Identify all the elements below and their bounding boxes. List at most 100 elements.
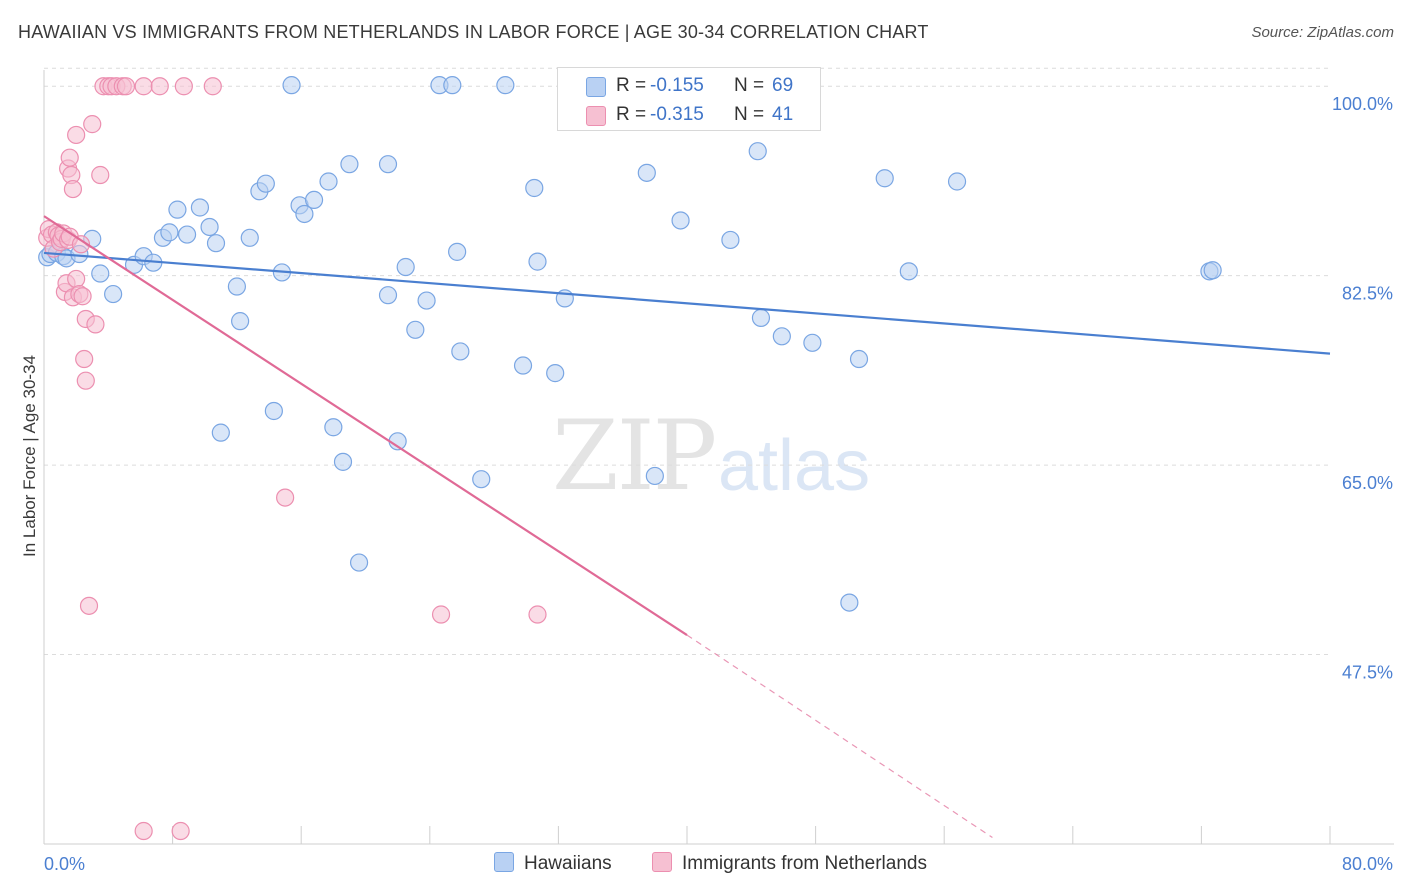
- hawaiians-point-21: [231, 312, 250, 331]
- netherlands-point-39: [203, 77, 222, 96]
- hawaiians-point-65: [899, 262, 918, 281]
- hawaiians-point-19: [211, 423, 230, 442]
- netherlands-point-29: [91, 165, 110, 185]
- hawaiians-point-66: [947, 172, 967, 191]
- hawaiians-point-35: [349, 553, 369, 572]
- netherlands-point-42: [528, 605, 547, 624]
- hawaiians-point-41: [417, 291, 436, 310]
- hawaiians-point-36: [378, 155, 398, 174]
- watermark-atlas: atlas: [718, 426, 871, 506]
- hawaiians-point-46: [472, 470, 491, 489]
- gridlines: [44, 67, 1330, 656]
- hawaiians-point-14: [168, 200, 187, 219]
- netherlands-point-36: [134, 77, 153, 96]
- hawaiians-point-25: [264, 401, 283, 421]
- netherlands-point-19: [67, 125, 86, 145]
- legend-label-hawaiians: Hawaiians: [524, 853, 612, 874]
- netherlands-point-35: [116, 77, 136, 96]
- hawaiians-point-17: [200, 217, 219, 237]
- hawaiians-point-61: [803, 333, 822, 352]
- series-hawaiians-points: [38, 76, 1222, 612]
- netherlands-point-38: [174, 77, 193, 96]
- legend-item-hawaiians: Hawaiians: [494, 852, 612, 875]
- netherlands-point-26: [79, 596, 99, 615]
- netherlands-point-22: [73, 287, 92, 306]
- hawaiians-point-31: [319, 172, 338, 191]
- hawaiians-point-39: [396, 257, 415, 277]
- hawaiians-point-58: [748, 142, 767, 161]
- netherlands-point-14: [67, 269, 86, 289]
- trend-line-hawaiians: [43, 251, 1331, 355]
- stats-legend: R = -0.155 N = 69 R = -0.315 N = 41: [557, 67, 821, 131]
- hawaiians-point-16: [190, 198, 210, 217]
- netherlands-point-28: [86, 315, 105, 334]
- netherlands-point-37: [150, 77, 169, 96]
- axes: [43, 70, 1394, 845]
- hawaiians-point-57: [721, 230, 740, 250]
- legend-row-hawaiians: R = -0.155 N = 69: [558, 71, 820, 101]
- hawaiians-point-47: [496, 76, 515, 95]
- hawaiians-point-43: [443, 76, 462, 95]
- netherlands-point-41: [431, 605, 451, 624]
- legend-n-label: N =: [734, 104, 765, 125]
- hawaiians-point-59: [751, 308, 771, 327]
- hawaiians-point-44: [448, 242, 467, 261]
- hawaiians-point-48: [513, 356, 533, 375]
- watermark-zip: ZIP: [552, 400, 717, 512]
- hawaiians-point-32: [324, 418, 343, 437]
- hawaiians-point-68: [1203, 261, 1222, 280]
- legend-n-value: 69: [772, 75, 794, 96]
- legend-r-value: -0.315: [650, 104, 704, 125]
- legend-swatch-hawaiians: [494, 852, 514, 872]
- hawaiians-point-56: [671, 211, 690, 230]
- hawaiians-point-15: [177, 225, 197, 244]
- hawaiians-point-24: [256, 174, 275, 193]
- hawaiians-point-64: [875, 169, 894, 188]
- legend-label-netherlands: Immigrants from Netherlands: [682, 853, 927, 874]
- hawaiians-point-49: [525, 178, 544, 198]
- hawaiians-point-30: [304, 190, 324, 210]
- legend-swatch-netherlands: [652, 852, 672, 872]
- source-credit: Source: ZipAtlas.com: [1251, 24, 1394, 41]
- hawaiians-point-45: [451, 342, 470, 361]
- legend-r-value: -0.155: [650, 75, 704, 96]
- hawaiians-point-62: [840, 593, 859, 612]
- hawaiians-point-7: [91, 264, 110, 283]
- hawaiians-point-33: [333, 452, 353, 471]
- series-netherlands-points: [38, 77, 547, 841]
- hawaiians-point-60: [772, 327, 791, 346]
- hawaiians-point-34: [340, 155, 359, 174]
- netherlands-point-16: [60, 148, 79, 167]
- hawaiians-point-22: [240, 228, 259, 247]
- x-tick-label-0: 0.0%: [44, 854, 85, 874]
- netherlands-point-40: [276, 488, 295, 507]
- legend-row-netherlands: R = -0.315 N = 41: [558, 100, 820, 130]
- y-tick-label-0: 100.0%: [1332, 94, 1393, 114]
- trend-lines: [43, 215, 1331, 839]
- hawaiians-point-27: [282, 76, 301, 95]
- trend-line-netherlands: [43, 215, 688, 636]
- hawaiians-point-20: [227, 277, 246, 296]
- legend-r-label: R =: [616, 104, 647, 125]
- legend-swatch-hawaiians: [586, 77, 606, 97]
- hawaiians-point-29: [295, 204, 314, 224]
- hawaiians-point-8: [104, 284, 123, 304]
- hawaiians-point-18: [206, 234, 226, 253]
- chart-title: HAWAIIAN VS IMMIGRANTS FROM NETHERLANDS …: [18, 22, 929, 42]
- hawaiians-point-51: [546, 364, 565, 383]
- legend-r-label: R =: [616, 75, 647, 96]
- legend-n-value: 41: [772, 104, 794, 125]
- legend-n-label: N =: [734, 75, 765, 96]
- netherlands-point-44: [171, 821, 190, 841]
- netherlands-point-23: [75, 349, 94, 369]
- trend-line-netherlands-extrapolated: [686, 634, 993, 839]
- legend-item-netherlands: Immigrants from Netherlands: [652, 852, 927, 875]
- hawaiians-point-54: [637, 163, 656, 182]
- netherlands-point-24: [76, 371, 95, 390]
- hawaiians-point-37: [378, 286, 398, 305]
- y-axis-label: In Labor Force | Age 30-34: [20, 355, 39, 557]
- y-tick-label-3: 47.5%: [1342, 663, 1393, 683]
- y-tick-label-2: 65.0%: [1342, 473, 1393, 493]
- hawaiians-point-13: [160, 223, 179, 242]
